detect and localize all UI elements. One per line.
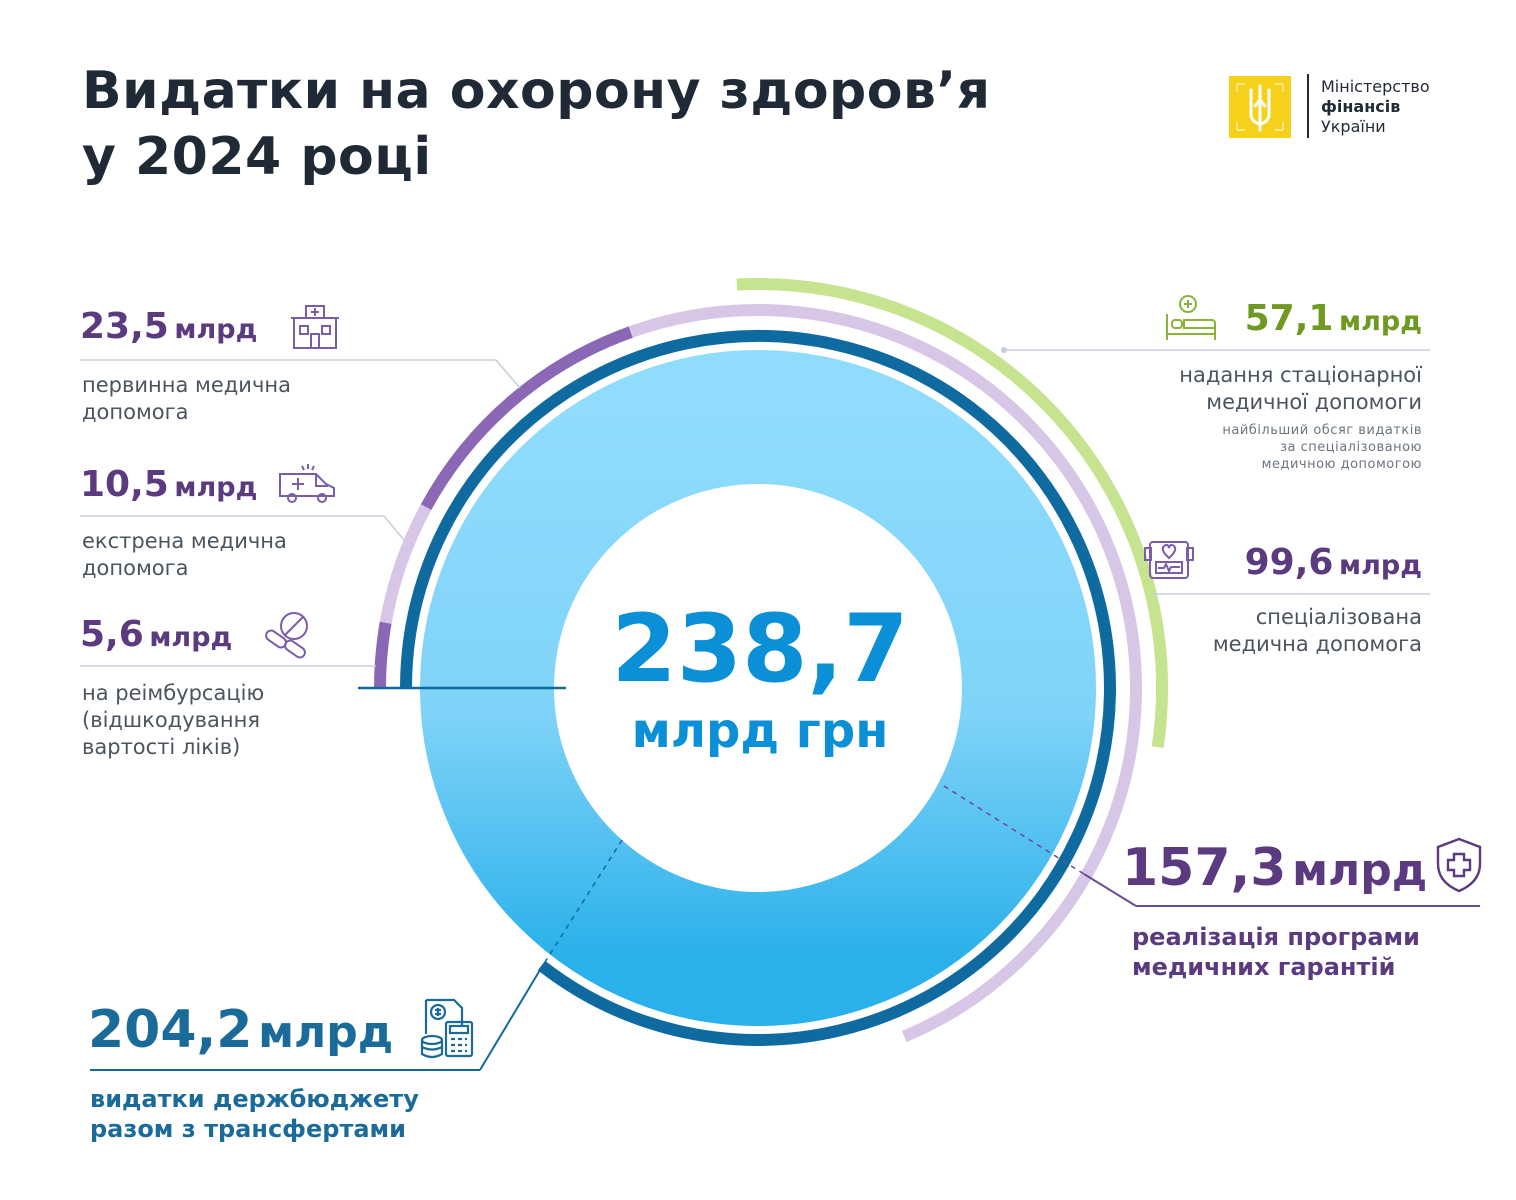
emergency-desc: екстрена медична допомога <box>82 529 287 580</box>
title-line-1: Видатки на охорону здоров’я <box>82 61 991 121</box>
specialized-value: 99,6 млрд <box>1244 542 1422 583</box>
emergency-leader-diag <box>383 515 405 541</box>
inpatient-care-arc <box>736 278 1168 749</box>
state-budget-leader-diag <box>479 969 541 1071</box>
primary-value: 23,5 млрд <box>80 306 258 347</box>
primary-leader-diag <box>495 359 521 389</box>
specialized-care-arc <box>628 304 1142 1043</box>
logo-line-1: Міністерство <box>1321 77 1430 96</box>
pills-icon <box>262 610 314 664</box>
state-budget-value: 204,2 млрд <box>88 1000 394 1060</box>
clinic-building-icon <box>290 304 340 354</box>
logo-line-2: фінансів <box>1321 97 1401 116</box>
total-unit: млрд грн <box>631 703 889 759</box>
inpatient-leader-dot <box>1001 347 1007 353</box>
title-line-2: у 2024 році <box>82 127 432 187</box>
total-value: 238,7 <box>611 595 909 704</box>
reimbursement-arc <box>374 621 392 689</box>
logo-line-3: України <box>1321 117 1386 136</box>
state-budget-arc <box>400 330 1116 1046</box>
inpatient-note: найбільший обсяг видатків за спеціалізова… <box>1222 423 1422 472</box>
guarantees-desc: реалізація програми медичних гарантій <box>1132 923 1420 981</box>
shield-cross-icon <box>1434 836 1484 898</box>
emergency-care-arc <box>379 504 432 624</box>
primary-care-arc <box>420 326 633 510</box>
reimbursement-desc: на реімбурсацію (відшкодування вартості лі… <box>82 681 265 759</box>
trident-emblem-icon <box>1229 76 1291 138</box>
guarantees-leader-diag <box>1083 873 1137 907</box>
ambulance-icon <box>278 460 336 508</box>
guarantees-value: 157,3 млрд <box>1122 838 1428 898</box>
guarantees-dashed-line <box>943 785 1085 875</box>
state-budget-desc: видатки держбюджету разом з трансфертами <box>90 1085 419 1143</box>
medical-monitor-icon <box>1144 538 1194 588</box>
hospital-bed-icon <box>1164 294 1218 346</box>
inpatient-desc: надання стаціонарної медичної допомоги <box>1179 363 1422 414</box>
ministry-logo: Міністерство фінансів України <box>1229 74 1489 140</box>
logo-text: Міністерство фінансів України <box>1321 77 1430 137</box>
logo-divider <box>1307 74 1309 138</box>
calculator-coins-icon <box>420 996 476 1064</box>
page-title: Видатки на охорону здоров’я у 2024 році <box>82 58 991 190</box>
reimbursement-value: 5,6 млрд <box>80 614 233 655</box>
inpatient-value: 57,1 млрд <box>1244 298 1422 339</box>
primary-desc: первинна медична допомога <box>82 373 291 424</box>
specialized-desc: спеціалізована медична допомога <box>1212 605 1422 656</box>
emergency-value: 10,5 млрд <box>80 464 258 505</box>
